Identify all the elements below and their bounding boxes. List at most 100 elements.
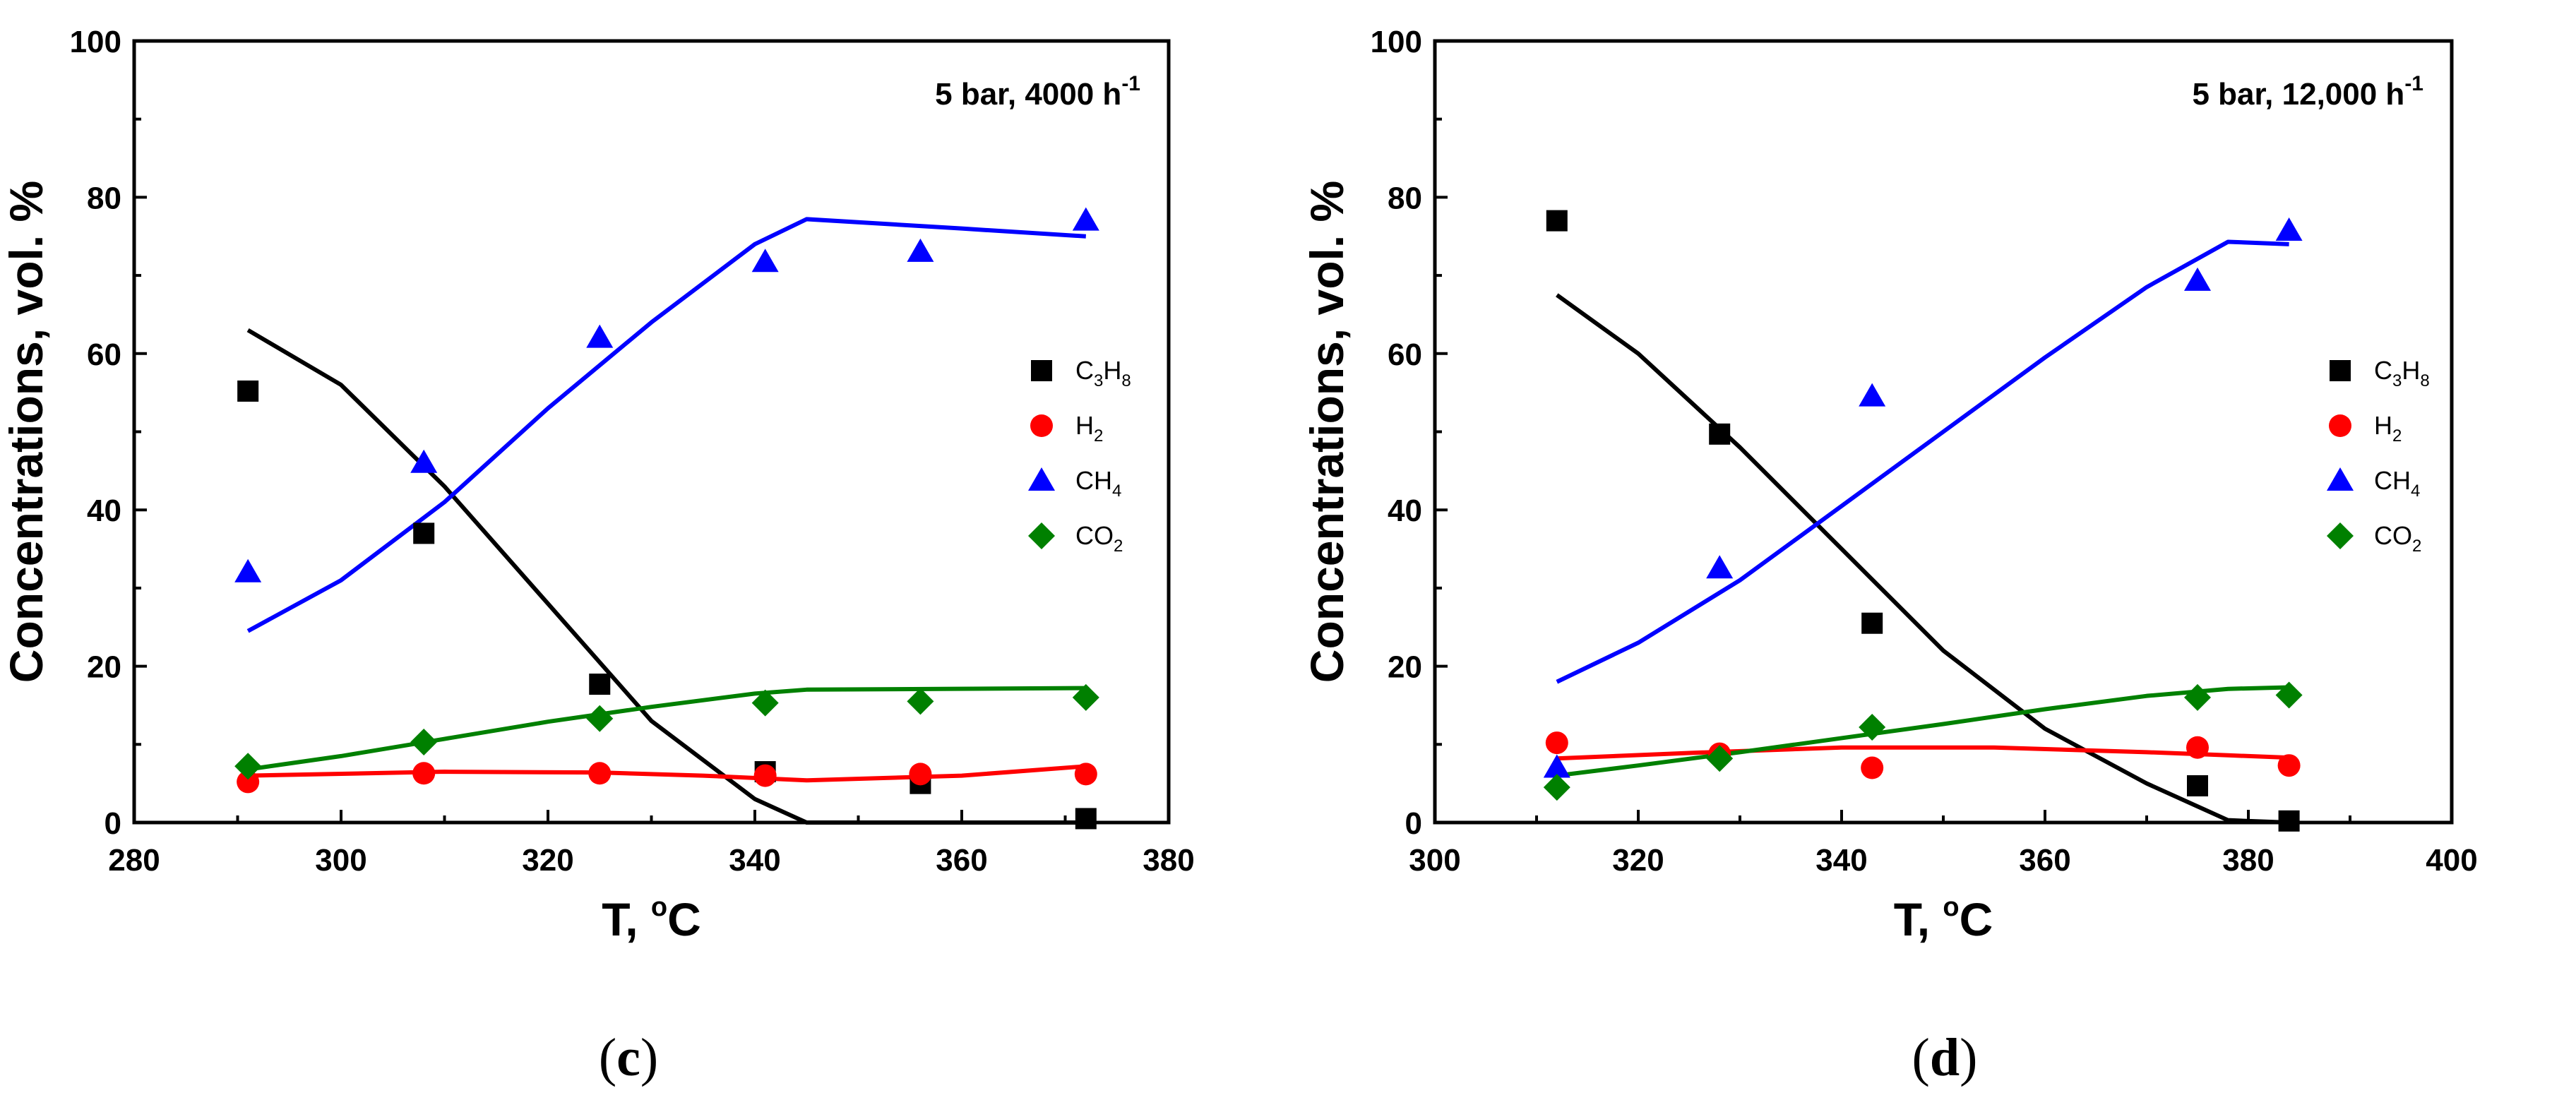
data-point-CO2: [586, 705, 614, 732]
legend-sub: 2: [2392, 426, 2402, 446]
legend-main: CH: [2374, 466, 2411, 495]
x-tick-label: 380: [2222, 843, 2274, 878]
fit-line-CO2: [247, 686, 1086, 772]
legend-marker-CO2: [2327, 522, 2354, 549]
legend-marker-CH4: [1028, 467, 1055, 491]
data-point-H2: [1861, 756, 1884, 779]
legend-sub: 2: [1114, 537, 1123, 556]
x-axis-title-degree: o: [651, 892, 667, 922]
fit-line-CH4: [1556, 239, 2289, 684]
data-point-CH4: [586, 324, 614, 348]
y-axis-title: Concentrations, vol. %: [1301, 181, 1353, 683]
legend-marker-H2: [1030, 414, 1053, 437]
legend-marker-CO2: [1028, 522, 1055, 549]
panel-label-c: (c): [598, 1028, 659, 1087]
data-point-C3H8: [413, 522, 435, 544]
legend-main: C: [2374, 356, 2392, 385]
y-tick-label: 100: [1371, 25, 1422, 59]
x-tick-label: 360: [2019, 843, 2070, 878]
y-tick-label: 40: [87, 494, 121, 528]
y-tick-label: 60: [1388, 337, 1422, 372]
data-point-C3H8: [237, 380, 259, 402]
y-tick-label: 80: [87, 181, 121, 215]
x-axis-title-text: T,: [602, 893, 651, 945]
x-tick-label: 380: [1143, 843, 1194, 878]
data-point-H2: [237, 770, 260, 794]
legend-label-H2: H2: [2374, 411, 2402, 446]
y-axis-title: Concentrations, vol. %: [0, 181, 52, 683]
y-tick-label: 60: [87, 337, 121, 372]
data-point-H2: [588, 762, 612, 785]
data-point-C3H8: [2187, 775, 2208, 796]
x-tick-label: 320: [522, 843, 573, 878]
data-point-H2: [2277, 754, 2301, 777]
legend-sub: 8: [1121, 371, 1131, 390]
legend-marker-C3H8: [2330, 360, 2351, 381]
legend-label-C3H8: C3H8: [1075, 356, 1131, 390]
legend-main: H: [1075, 411, 1094, 440]
data-point-CH4: [410, 449, 438, 473]
data-point-CO2: [907, 688, 934, 715]
data-point-CH4: [1072, 207, 1099, 231]
legend-mid: H: [2402, 356, 2420, 385]
legend-main: CH: [1075, 466, 1112, 495]
fit-line-C3H8: [1556, 293, 2289, 825]
legend-sub: 4: [2411, 482, 2420, 501]
legend-sub: 3: [1094, 371, 1103, 390]
legend-label-CO2: CO2: [1075, 521, 1123, 556]
x-tick-label: 280: [108, 843, 160, 878]
data-point-CO2: [2184, 683, 2211, 711]
data-point-C3H8: [2278, 810, 2300, 832]
annotation-text: 5 bar, 4000 h: [935, 77, 1121, 112]
data-point-CO2: [1706, 745, 1734, 772]
data-point-CH4: [1543, 754, 1570, 778]
data-point-H2: [909, 763, 932, 786]
data-point-C3H8: [1861, 612, 1883, 634]
chart-annotation: 5 bar, 4000 h-1: [935, 72, 1140, 112]
annotation-text: 5 bar, 12,000 h: [2192, 77, 2404, 112]
legend-sub: 2: [1094, 426, 1103, 446]
data-point-H2: [753, 764, 777, 787]
y-tick-label: 0: [1405, 806, 1422, 841]
data-point-CO2: [410, 728, 438, 755]
data-point-CH4: [234, 558, 262, 582]
data-point-CH4: [907, 238, 934, 262]
legend-main: C: [1075, 356, 1094, 385]
fit-line-CO2: [1556, 685, 2289, 778]
x-axis-title-text: T,: [1894, 893, 1943, 945]
annotation-sup: -1: [1121, 72, 1140, 95]
data-point-C3H8: [1546, 210, 1568, 232]
x-axis-title: T, oC: [1894, 892, 1993, 945]
y-tick-label: 80: [1388, 181, 1422, 215]
legend-marker-CH4: [2327, 467, 2354, 491]
data-point-CO2: [1859, 713, 1886, 741]
data-point-CO2: [751, 689, 779, 717]
x-tick-label: 320: [1612, 843, 1664, 878]
data-point-CO2: [234, 753, 262, 780]
chart-panel-c: 280 300 320 340 360 380 0 20 40 60 80 100 T, oC Conce…: [0, 25, 1195, 1087]
x-tick-label: 360: [936, 843, 987, 878]
legend-main: CO: [2374, 521, 2412, 550]
legend-label-CH4: CH4: [1075, 466, 1121, 501]
y-tick-label: 20: [1388, 650, 1422, 685]
legend-sub: 2: [2412, 537, 2421, 556]
y-tick-label: 0: [105, 806, 121, 841]
annotation-sup: -1: [2404, 72, 2423, 95]
fit-line-H2: [1556, 745, 2289, 761]
data-point-CH4: [751, 249, 779, 273]
y-tick-label: 20: [87, 650, 121, 685]
legend-sub: 4: [1112, 482, 1121, 501]
data-point-CH4: [1706, 555, 1734, 579]
chart-panel-d: 300 320 340 360 380 400 0 20 40 60 80 100 T, oC Conce…: [1288, 0, 2576, 1112]
legend-label-CO2: CO2: [2374, 521, 2421, 556]
x-tick-label: 300: [1409, 843, 1460, 878]
legend-main: CO: [1075, 521, 1114, 550]
legend-sub: 8: [2420, 371, 2429, 390]
fit-line-C3H8: [246, 328, 1086, 825]
data-point-H2: [2186, 736, 2209, 759]
x-axis-title-unit: C: [667, 893, 701, 945]
x-axis-title: T, oC: [602, 892, 701, 945]
data-point-C3H8: [1075, 808, 1097, 830]
